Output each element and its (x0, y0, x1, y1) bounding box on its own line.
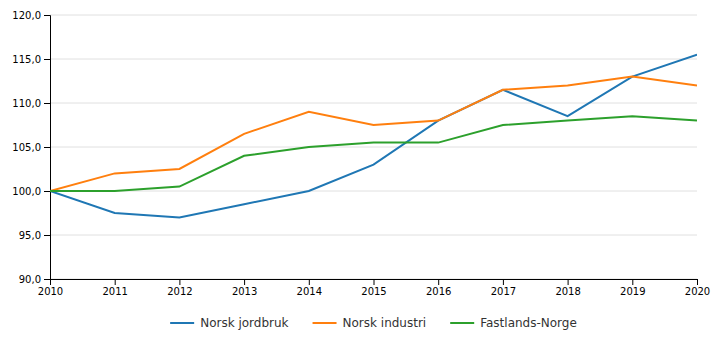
tick: 120,0 (12, 10, 50, 21)
tick-label: 2011 (102, 286, 127, 297)
tick-label: 120,0 (12, 10, 41, 21)
grid-line (50, 103, 697, 104)
tick-label: 2018 (555, 286, 580, 297)
tick: 115,0 (12, 54, 50, 65)
legend-label: Fastlands-Norge (480, 316, 577, 330)
series-line (50, 55, 697, 218)
tick-label: 2010 (38, 286, 63, 297)
legend-label: Norsk jordbruk (200, 316, 288, 330)
tick-mark (374, 279, 375, 285)
legend-item: Fastlands-Norge (450, 316, 577, 330)
tick: 2015 (361, 279, 386, 297)
tick: 110,0 (12, 98, 50, 109)
tick-mark (115, 279, 116, 285)
tick-label: 2013 (232, 286, 257, 297)
tick-label: 2019 (620, 286, 645, 297)
tick-mark (44, 279, 50, 280)
lines (50, 55, 697, 218)
legend-label: Norsk industri (343, 316, 427, 330)
tick: 2016 (426, 279, 451, 297)
tick-label: 2016 (426, 286, 451, 297)
axis-line (44, 16, 51, 280)
tick-mark (697, 279, 698, 285)
series-line (50, 116, 697, 191)
grid-line (50, 15, 697, 16)
tick: 95,0 (19, 230, 50, 241)
tick: 90,0 (19, 274, 50, 285)
tick-mark (44, 103, 50, 104)
tick: 2019 (620, 279, 645, 297)
tick-mark (309, 279, 310, 285)
grid-line (50, 59, 697, 60)
plot: 2010 2011 2012 2013 2014 2015 2016 2017 2018 2019… (12, 10, 710, 297)
axis-line (51, 280, 698, 286)
tick-label: 110,0 (12, 98, 41, 109)
tick: 2014 (297, 279, 322, 297)
series-line (50, 77, 697, 191)
x-axis: 2010 2011 2012 2013 2014 2015 2016 2017 2018 2019… (38, 279, 710, 297)
tick-mark (438, 279, 439, 285)
tick-mark (44, 235, 50, 236)
tick: 2020 (685, 279, 710, 297)
tick-label: 115,0 (12, 54, 41, 65)
tick: 100,0 (12, 186, 50, 197)
tick: 2018 (555, 279, 580, 297)
tick-label: 2014 (297, 286, 322, 297)
y-axis: 90,0 95,0 100,0 105,0 110,0 115,0 120,0 (12, 10, 50, 285)
tick-label: 95,0 (19, 230, 41, 241)
tick-label: 2012 (167, 286, 192, 297)
legend: Norsk jordbruk Norsk industri Fastlands-No… (170, 316, 577, 330)
tick-label: 90,0 (19, 274, 41, 285)
grid-line (50, 147, 697, 148)
tick: 2010 (38, 279, 63, 297)
tick-mark (179, 279, 180, 285)
legend-item: Norsk jordbruk (170, 316, 288, 330)
tick-label: 2017 (491, 286, 516, 297)
tick: 2011 (102, 279, 127, 297)
tick-mark (632, 279, 633, 285)
chart: 2010 2011 2012 2013 2014 2015 2016 2017 2018 2019… (0, 0, 719, 341)
tick-mark (44, 147, 50, 148)
grid-line (50, 235, 697, 236)
tick-mark (503, 279, 504, 285)
grid-line (50, 191, 697, 192)
tick-label: 105,0 (12, 142, 41, 153)
tick: 105,0 (12, 142, 50, 153)
tick: 2017 (491, 279, 516, 297)
tick-mark (244, 279, 245, 285)
grid (50, 15, 697, 279)
tick: 2012 (167, 279, 192, 297)
tick-mark (44, 59, 50, 60)
tick-label: 2020 (685, 286, 710, 297)
tick: 2013 (232, 279, 257, 297)
tick-mark (44, 191, 50, 192)
tick-label: 100,0 (12, 186, 41, 197)
tick-label: 2015 (361, 286, 386, 297)
tick-mark (44, 15, 50, 16)
legend-swatch (313, 322, 337, 324)
tick-mark (568, 279, 569, 285)
legend-swatch (450, 322, 474, 324)
legend-swatch (170, 322, 194, 324)
legend-item: Norsk industri (313, 316, 427, 330)
